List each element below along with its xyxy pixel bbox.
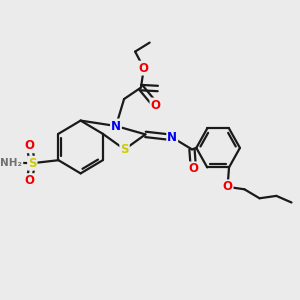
Text: S: S [28, 157, 37, 170]
Text: O: O [188, 162, 198, 176]
Text: O: O [24, 174, 34, 187]
Text: S: S [120, 143, 129, 156]
Text: NH₂: NH₂ [0, 158, 22, 168]
Text: O: O [151, 98, 160, 112]
Text: O: O [24, 139, 34, 152]
Text: N: N [111, 119, 121, 133]
Text: N: N [167, 131, 177, 144]
Text: O: O [139, 61, 149, 75]
Text: O: O [223, 180, 232, 194]
